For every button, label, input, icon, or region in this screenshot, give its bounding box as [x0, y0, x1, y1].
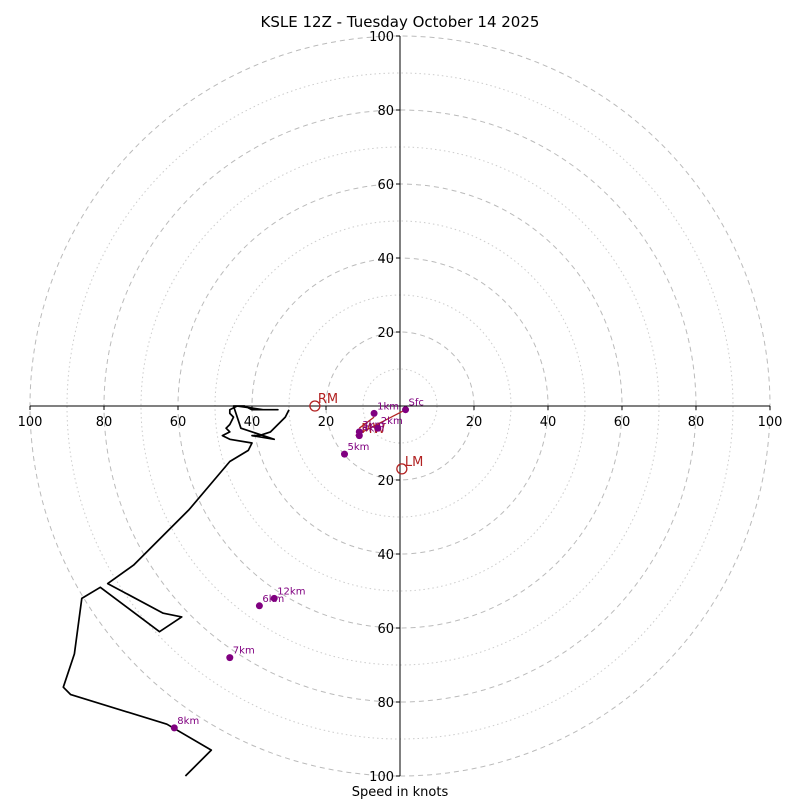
height-label: 4km — [362, 424, 384, 435]
height-markers: Sfc1km2km3km4km5km6km7km8km12km — [170, 398, 424, 732]
x-tick-label: 80 — [96, 415, 113, 430]
x-tick-label: 20 — [466, 415, 483, 430]
y-tick-label: 100 — [369, 770, 394, 785]
height-label: 5km — [348, 442, 370, 453]
height-label: 2km — [381, 416, 403, 427]
y-tick-label: 80 — [377, 104, 394, 119]
x-tick-label: 100 — [18, 415, 43, 430]
height-point — [270, 594, 278, 602]
shear-vector — [355, 409, 406, 437]
storm-motion-marker — [309, 400, 321, 412]
x-tick-label: 20 — [318, 415, 335, 430]
y-tick-label: 40 — [377, 252, 394, 267]
x-tick-label: 40 — [244, 415, 261, 430]
hodograph-line — [62, 405, 290, 777]
y-tick-label: 20 — [377, 474, 394, 489]
height-label: Sfc — [409, 398, 424, 409]
axes — [30, 36, 770, 776]
height-label: 7km — [233, 646, 255, 657]
y-tick-label: 20 — [377, 326, 394, 341]
mean-wind-vector — [358, 416, 375, 429]
height-label: 12km — [277, 586, 305, 597]
storm-motion: RM LM — [309, 392, 423, 475]
y-tick-label: 40 — [377, 548, 394, 563]
height-point — [170, 724, 178, 732]
hodograph-trace — [62, 405, 290, 777]
height-point — [374, 424, 382, 432]
x-tick-label: 40 — [540, 415, 557, 430]
storm-motion-label: LM — [405, 455, 423, 470]
x-tick-label: 60 — [614, 415, 631, 430]
y-tick-label: 60 — [377, 622, 394, 637]
y-tick-label: 60 — [377, 178, 394, 193]
y-tick-label: 100 — [369, 30, 394, 45]
tick-labels: 100 80 60 40 20 20 40 60 80 100 100 80 60 40 20 20 40 60 8… — [18, 30, 783, 785]
height-label: 8km — [177, 716, 199, 727]
x-tick-label: 60 — [170, 415, 187, 430]
height-point — [355, 432, 363, 440]
chart-title: KSLE 12Z - Tuesday October 14 2025 — [261, 13, 540, 31]
height-point — [370, 409, 378, 417]
storm-motion-marker — [396, 463, 408, 475]
height-point — [402, 406, 410, 414]
height-point — [341, 450, 348, 458]
y-tick-label: 80 — [377, 696, 394, 711]
x-tick-label: 100 — [758, 415, 783, 430]
height-point — [226, 654, 234, 662]
height-label: 1km — [377, 401, 399, 412]
height-point — [255, 602, 263, 610]
x-axis-label: Speed in knots — [352, 785, 449, 800]
storm-motion-label: RM — [318, 392, 338, 407]
height-label: 3km — [362, 420, 384, 431]
x-tick-label: 80 — [688, 415, 705, 430]
